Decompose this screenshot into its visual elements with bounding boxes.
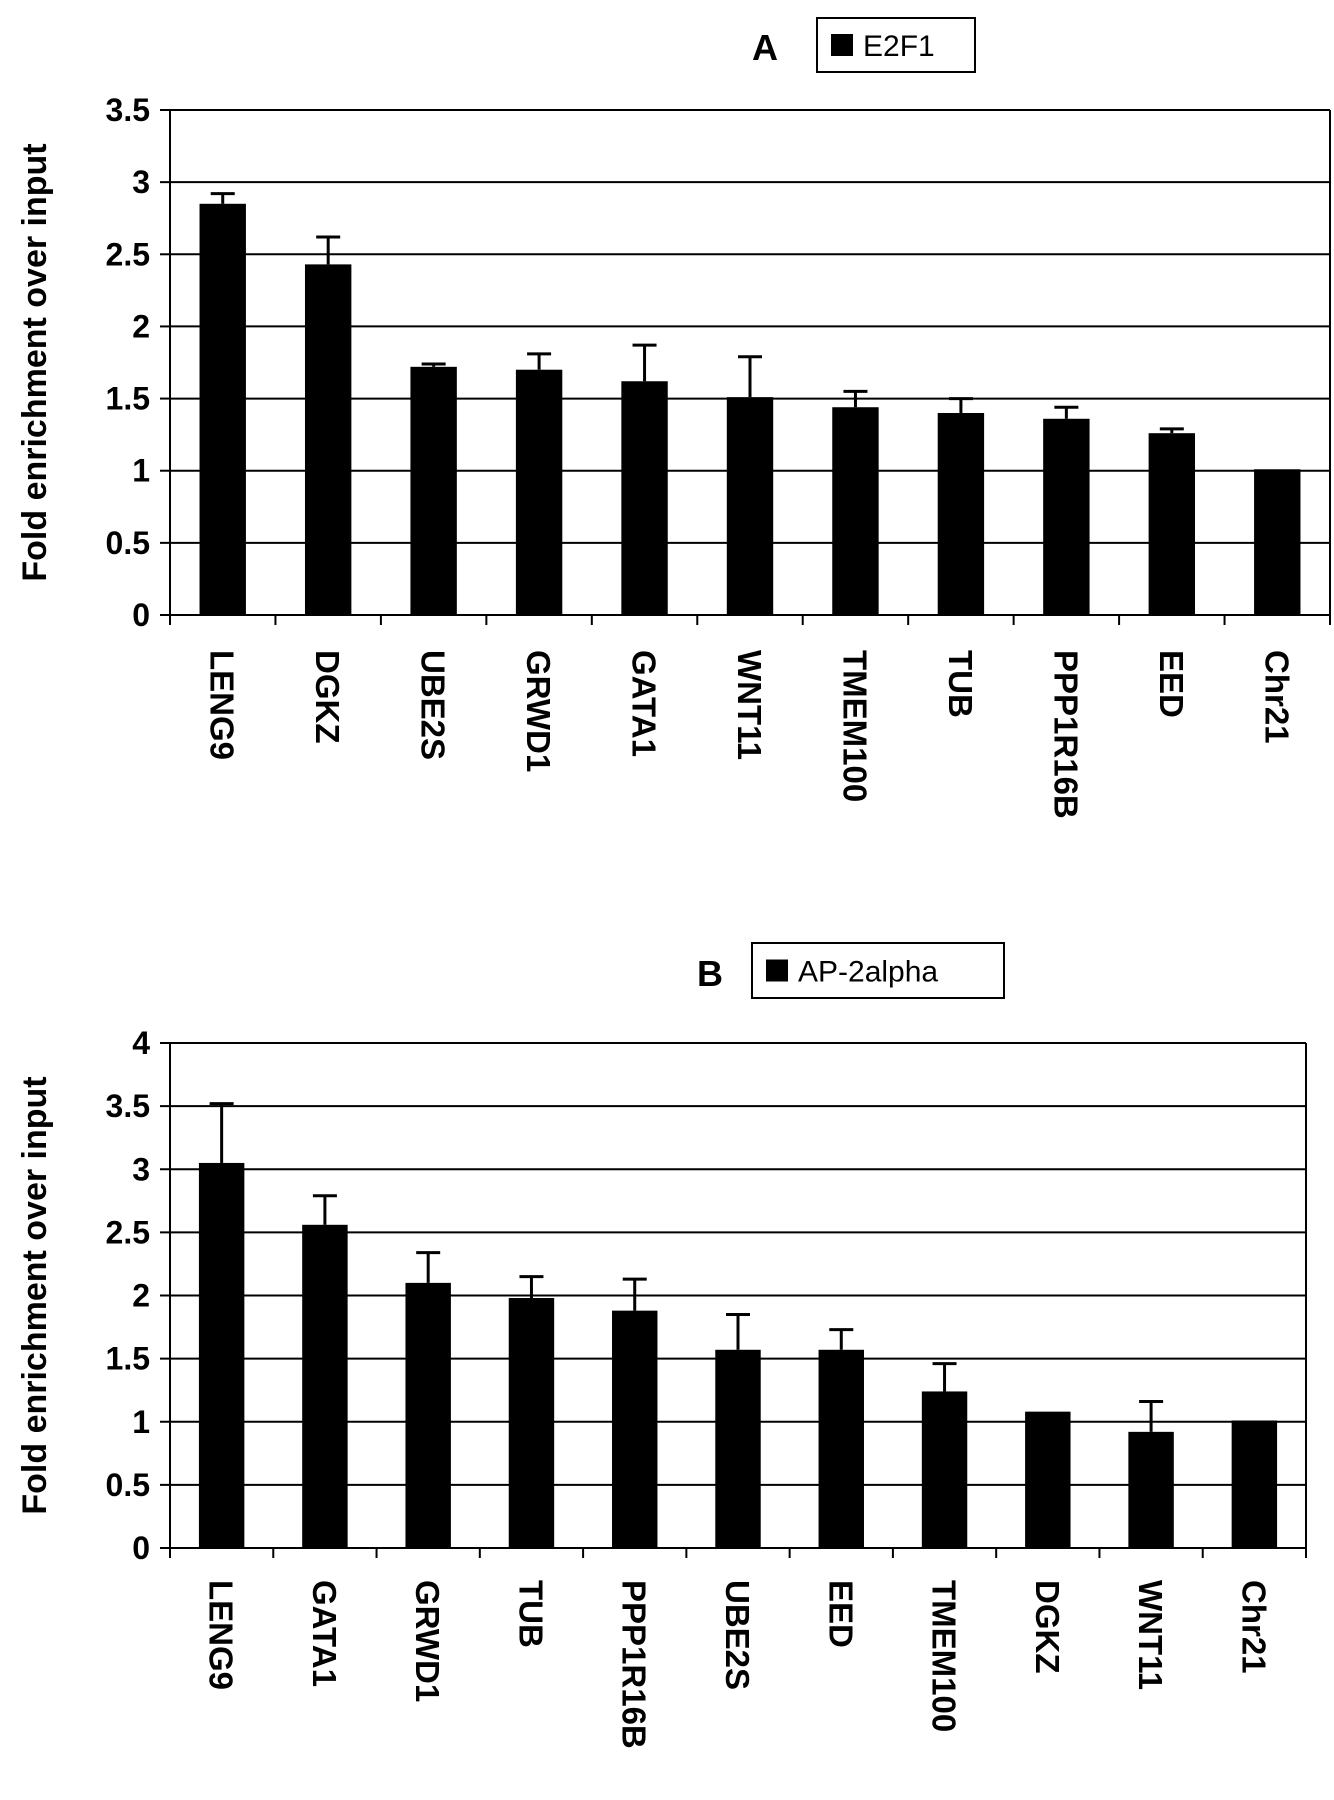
y-tick-label: 0 [132,1530,150,1566]
bar [621,381,668,615]
bar [832,407,879,615]
bar [508,1298,555,1548]
y-tick-label: 1 [132,453,150,489]
x-tick-label: PPP1R16B [1047,650,1084,819]
bar [515,369,563,615]
x-tick-label: PPP1R16B [616,1580,653,1749]
x-tick-label: GRWD1 [520,650,557,772]
y-tick-label: 0.5 [106,525,150,561]
x-tick-label: TUB [512,1580,549,1648]
y-tick-label: 0 [132,597,150,633]
y-tick-label: 3 [132,1151,150,1187]
legend-box [751,942,1005,999]
bar [1148,433,1196,615]
y-tick-label: 2.5 [106,236,150,272]
bar [198,1162,245,1548]
bar [726,397,774,615]
y-tick-label: 4 [132,1025,150,1061]
y-tick-label: 1 [132,1404,150,1440]
bar [818,1349,864,1548]
x-tick-label: TMEM100 [836,650,873,802]
x-tick-label: WNT11 [1132,1580,1169,1690]
y-tick-label: 2 [132,1278,150,1314]
x-tick-label: GATA1 [626,650,663,757]
panel-b-chart: 0 0.5 1 1.5 2 2.5 3 3.5 4 LENG9 GATA1 GRWD1 TUB PPP1R… [16,942,1307,1749]
x-tick-label: Chr21 [1235,1580,1272,1674]
x-tick-label: LENG9 [203,1580,240,1690]
bar [410,366,457,615]
x-tick-label: EED [1153,650,1190,718]
y-tick-label: 1.5 [106,1341,150,1377]
y-axis-label: Fold enrichment over input [16,1076,54,1514]
x-tick-label: Chr21 [1258,650,1295,744]
y-tick-label: 1.5 [106,381,150,417]
x-tick-label: LENG9 [204,650,241,760]
y-tick-label: 3.5 [106,92,150,128]
legend-swatch [766,959,788,982]
x-tick-label: GRWD1 [409,1580,446,1702]
x-tick-label: EED [822,1580,859,1648]
x-tick-label: WNT11 [731,650,768,760]
legend-swatch [831,34,853,56]
bar [1254,469,1301,615]
bar [304,264,352,615]
x-tick-label: DGKZ [1029,1580,1066,1674]
y-tick-label: 3 [132,164,150,200]
bar [1043,418,1090,615]
y-tick-label: 0.5 [106,1467,150,1503]
bar [1025,1411,1071,1548]
x-tick-label: UBE2S [719,1580,756,1690]
x-tick-label: TMEM100 [926,1580,963,1732]
legend-label: E2F1 [863,30,935,63]
y-tick-label: 2 [132,308,150,344]
panel-a-chart: 0 0.5 1 1.5 2 2.5 3 3.5 LENG9 DGKZ UBE2S GRWD1 GATA1… [16,17,1331,819]
legend-label: AP-2alpha [798,956,938,989]
panel-letter: B [697,953,723,994]
bar [921,1391,968,1548]
bar [715,1349,761,1548]
bar [1231,1420,1278,1548]
x-tick-label: GATA1 [306,1580,343,1687]
bar [302,1224,348,1548]
panel-letter: A [752,27,778,68]
x-tick-label: DGKZ [309,650,346,744]
bar [612,1310,658,1548]
bar [405,1282,451,1548]
x-tick-label: TUB [942,650,979,718]
bar [937,413,985,615]
x-tick-label: UBE2S [415,650,452,760]
bar [1128,1431,1174,1548]
y-axis-label: Fold enrichment over input [16,143,54,581]
bar [199,203,246,616]
y-tick-label: 2.5 [106,1214,150,1250]
y-tick-label: 3.5 [106,1088,150,1124]
